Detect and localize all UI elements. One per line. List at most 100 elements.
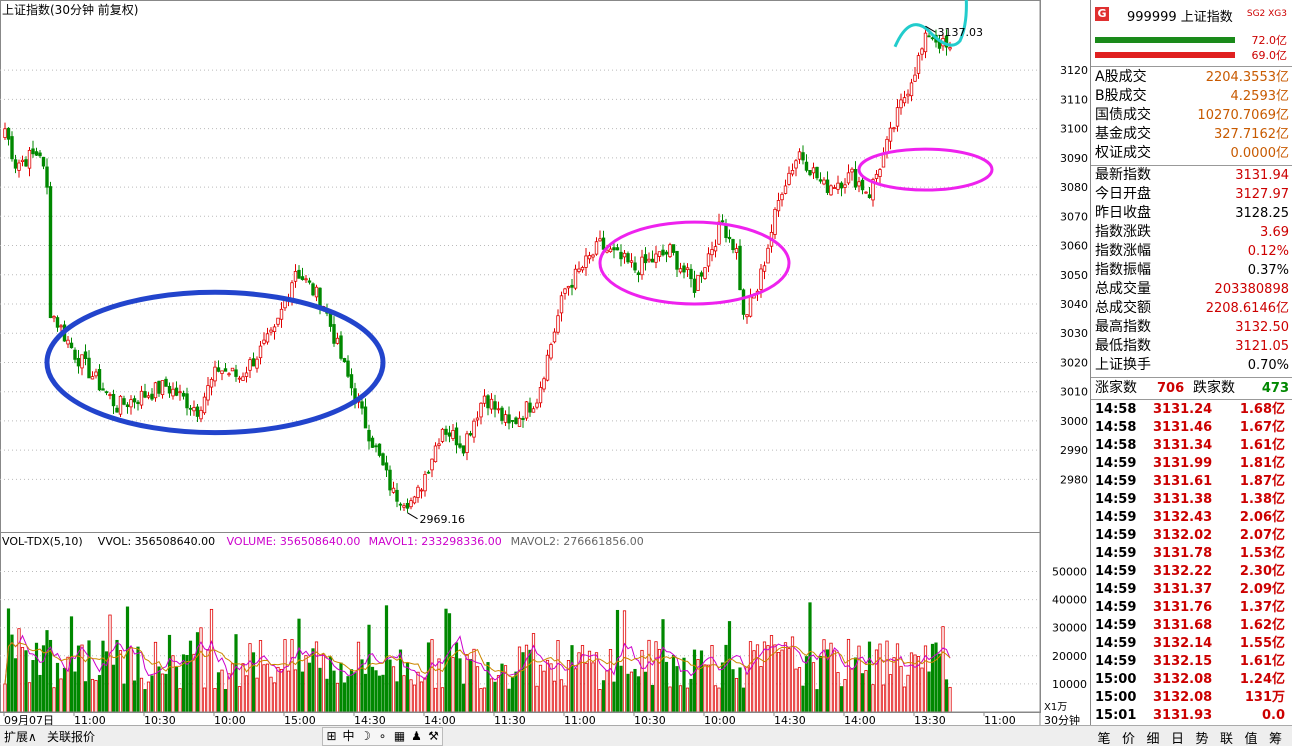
candle-body — [38, 152, 42, 157]
volume-bar — [766, 645, 770, 713]
price-tick-label: 2990 — [1060, 444, 1088, 457]
stat-row: 总成交量 203380898 — [1095, 280, 1289, 299]
tick-row[interactable]: 14:59 3131.76 1.37亿 — [1095, 599, 1289, 617]
volume-bar — [237, 686, 242, 713]
tick-price: 3132.02 — [1153, 528, 1213, 543]
candle-body — [531, 408, 536, 413]
up-count: 706 — [1157, 381, 1185, 396]
tick-row[interactable]: 14:59 3131.99 1.81亿 — [1095, 455, 1289, 473]
tick-row[interactable]: 14:59 3131.61 1.87亿 — [1095, 473, 1289, 491]
tick-row[interactable]: 14:59 3131.38 1.38亿 — [1095, 491, 1289, 509]
volume-bar — [717, 687, 721, 713]
candle-body — [451, 430, 455, 439]
panel-tab[interactable]: 联 — [1219, 732, 1233, 747]
tool-icon[interactable]: ☽ — [360, 729, 371, 743]
tick-row[interactable]: 15:00 3132.08 131万 — [1095, 689, 1289, 707]
volume-indicator-label: VVOL: 356508640.00 — [98, 535, 215, 548]
volume-bar — [458, 658, 462, 713]
candle-body — [580, 267, 585, 271]
candle-body — [104, 391, 109, 394]
bottom-tab[interactable]: 扩展∧ — [4, 730, 37, 744]
panel-tab[interactable]: 笔 — [1097, 732, 1111, 747]
tool-icon[interactable]: ⊞ — [326, 729, 337, 743]
tick-row[interactable]: 14:59 3131.37 2.09亿 — [1095, 581, 1289, 599]
candle-body — [188, 407, 193, 410]
candle-body — [664, 251, 669, 255]
volume-bar — [678, 685, 683, 713]
tool-icon[interactable]: 中 — [342, 729, 355, 743]
volume-bar — [650, 684, 655, 713]
tick-row[interactable]: 14:59 3132.22 2.30亿 — [1095, 563, 1289, 581]
volume-bar — [731, 669, 735, 713]
bottom-tab[interactable]: 关联报价 — [47, 730, 96, 744]
candle-body — [895, 107, 900, 127]
tick-row[interactable]: 14:59 3131.78 1.53亿 — [1095, 545, 1289, 563]
tick-row[interactable]: 14:58 3131.34 1.61亿 — [1095, 437, 1289, 455]
volume-bar — [444, 608, 448, 713]
time-tick-label: 11:00 — [564, 714, 596, 725]
candle-body — [381, 453, 385, 466]
tool-icon[interactable]: ♟ — [411, 729, 422, 743]
candle-body — [528, 402, 532, 413]
sell-volume-value: 69.0亿 — [1251, 49, 1288, 62]
candle-body — [591, 254, 595, 258]
sg-labels[interactable]: SG2 XG3 — [1246, 9, 1287, 19]
volume-bar — [895, 643, 900, 713]
candle-body — [489, 398, 494, 410]
panel-tab[interactable]: 值 — [1244, 732, 1258, 747]
tick-row[interactable]: 14:58 3131.46 1.67亿 — [1095, 419, 1289, 437]
g-badge[interactable]: G — [1095, 7, 1109, 21]
candle-body — [829, 185, 833, 196]
candle-body — [689, 268, 693, 280]
volume-bar — [682, 657, 686, 713]
candle-body — [160, 380, 165, 396]
tick-row[interactable]: 14:59 3131.68 1.62亿 — [1095, 617, 1289, 635]
candle-body — [111, 393, 116, 407]
panel-tab[interactable]: 价 — [1121, 732, 1135, 747]
volume-bar — [542, 670, 546, 713]
volume-bar — [335, 682, 340, 713]
candle-body — [535, 402, 539, 408]
volume-bar — [395, 681, 399, 713]
panel-tab[interactable]: 日 — [1170, 732, 1184, 747]
candle-body — [153, 382, 158, 399]
tool-icon[interactable]: ∘ — [378, 729, 387, 743]
candle-body — [171, 388, 175, 397]
tick-amount: 1.68亿 — [1239, 402, 1285, 417]
volume-bar — [489, 678, 494, 713]
tick-row[interactable]: 14:59 3132.15 1.61亿 — [1095, 653, 1289, 671]
volume-bar — [619, 665, 623, 713]
tool-icon[interactable]: ▦ — [393, 729, 406, 743]
tick-row[interactable]: 14:59 3132.43 2.06亿 — [1095, 509, 1289, 527]
row-label: 权证成交 — [1095, 145, 1151, 161]
tick-row[interactable]: 15:01 3131.93 0.0 — [1095, 707, 1289, 725]
volume-bar — [636, 676, 641, 713]
price-tick-label: 3120 — [1060, 64, 1088, 77]
candle-body — [430, 458, 434, 471]
candle-body — [892, 127, 896, 130]
tick-row[interactable]: 14:59 3132.14 1.55亿 — [1095, 635, 1289, 653]
tick-row[interactable]: 14:58 3131.24 1.68亿 — [1095, 401, 1289, 419]
kline-chart[interactable]: 3120 3110 3100 3090 3080 3070 3060 3050 3040 3030… — [0, 0, 1090, 725]
volume-bar — [734, 677, 739, 713]
bottom-bar: 扩展∧ 关联报价 ⊞ 中 ☽ ∘ ▦ ♟ ⚒ 笔价细日势联值筹 — [0, 725, 1292, 747]
candle-body — [157, 380, 161, 394]
candle-body — [269, 329, 273, 333]
candle-body — [867, 194, 872, 199]
volume-bar — [206, 649, 210, 713]
candle-body — [412, 496, 417, 504]
volume-bar — [45, 630, 49, 713]
tool-icon[interactable]: ⚒ — [428, 729, 439, 743]
time-tick-label: 14:00 — [844, 714, 876, 725]
panel-tab[interactable]: 筹 — [1268, 732, 1282, 747]
candle-body — [234, 369, 238, 377]
panel-tab[interactable]: 细 — [1146, 732, 1160, 747]
time-tick-label: 11:00 — [984, 714, 1016, 725]
volume-bar — [290, 639, 294, 713]
volume-bar — [857, 645, 861, 713]
candle-body — [913, 74, 917, 82]
tick-row[interactable]: 15:00 3132.08 1.24亿 — [1095, 671, 1289, 689]
tick-row[interactable]: 14:59 3132.02 2.07亿 — [1095, 527, 1289, 545]
volume-bar — [433, 687, 438, 713]
panel-tab[interactable]: 势 — [1195, 732, 1209, 747]
